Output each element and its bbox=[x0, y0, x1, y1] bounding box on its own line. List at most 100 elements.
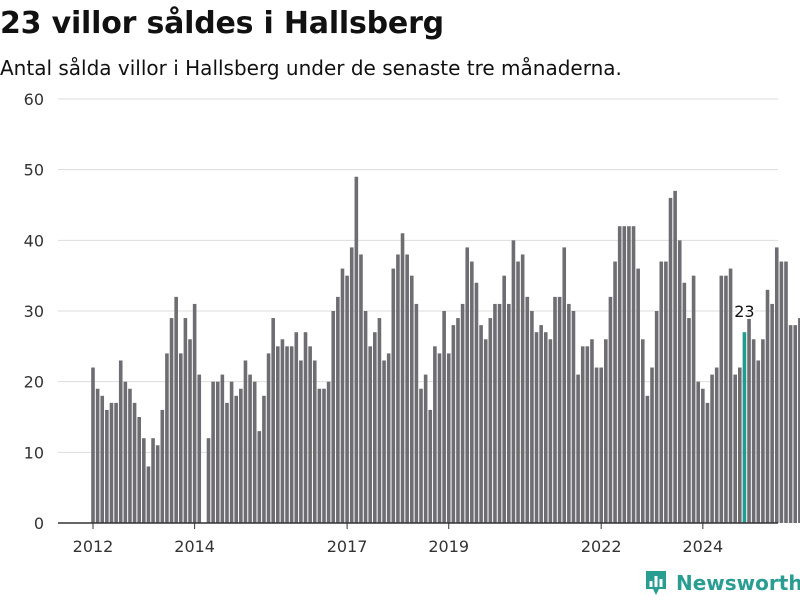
bar bbox=[451, 325, 456, 523]
bar-chart-pin-icon bbox=[646, 571, 666, 595]
bar bbox=[622, 226, 627, 523]
bar bbox=[687, 318, 691, 523]
x-tick-label: 2014 bbox=[174, 537, 215, 556]
bar bbox=[701, 388, 705, 523]
bar bbox=[580, 346, 585, 523]
bar bbox=[636, 268, 640, 523]
bar bbox=[562, 247, 567, 523]
bar bbox=[437, 353, 442, 523]
bar bbox=[234, 395, 239, 523]
chart-title: 23 villor såldes i Hallsberg bbox=[0, 6, 444, 41]
bar bbox=[322, 388, 326, 523]
bar bbox=[396, 254, 400, 523]
bar bbox=[446, 353, 451, 523]
bar bbox=[617, 226, 622, 523]
bar bbox=[109, 402, 114, 523]
bar bbox=[303, 332, 308, 523]
x-tick-label: 2022 bbox=[581, 537, 622, 556]
bar bbox=[146, 466, 151, 523]
bar bbox=[761, 339, 765, 523]
bar bbox=[650, 367, 654, 523]
bar bbox=[373, 332, 377, 523]
bar bbox=[576, 374, 580, 523]
bar bbox=[798, 318, 800, 523]
bar bbox=[677, 240, 682, 523]
bar bbox=[252, 381, 257, 523]
bar bbox=[95, 388, 100, 523]
bar bbox=[169, 318, 174, 523]
bar bbox=[553, 296, 557, 523]
bar bbox=[248, 374, 252, 523]
y-tick-label: 20 bbox=[24, 373, 44, 392]
bar bbox=[326, 381, 331, 523]
bar bbox=[391, 268, 396, 523]
bar bbox=[456, 318, 460, 523]
x-tick-label: 2024 bbox=[682, 537, 723, 556]
y-tick-label: 10 bbox=[24, 443, 44, 462]
y-tick-label: 60 bbox=[24, 90, 44, 109]
bar bbox=[493, 303, 497, 523]
chart-subtitle: Antal sålda villor i Hallsberg under de … bbox=[0, 56, 622, 80]
bar bbox=[682, 282, 687, 523]
bar bbox=[640, 339, 645, 523]
bar bbox=[419, 388, 423, 523]
bar bbox=[793, 325, 798, 523]
bar bbox=[91, 367, 95, 523]
bar bbox=[215, 381, 220, 523]
bar bbox=[382, 360, 386, 523]
x-tick-label: 2012 bbox=[73, 537, 114, 556]
bar bbox=[738, 367, 742, 523]
bar bbox=[756, 360, 761, 523]
bar bbox=[266, 353, 271, 523]
bar bbox=[317, 388, 322, 523]
bar bbox=[442, 311, 446, 523]
bar bbox=[571, 311, 576, 523]
bar bbox=[160, 409, 165, 523]
bar bbox=[557, 296, 562, 523]
bar bbox=[257, 431, 262, 523]
bar bbox=[340, 268, 345, 523]
bar bbox=[470, 261, 474, 523]
bar bbox=[239, 388, 243, 523]
bar bbox=[165, 353, 169, 523]
y-tick-label: 30 bbox=[24, 302, 44, 321]
bar bbox=[460, 303, 465, 523]
bar bbox=[312, 360, 317, 523]
bar bbox=[520, 254, 525, 523]
bar bbox=[331, 311, 336, 523]
bar bbox=[613, 261, 617, 523]
bar bbox=[673, 190, 677, 523]
bar bbox=[118, 360, 123, 523]
x-axis: 2012 2014 2017 2019 2022 2024 bbox=[58, 522, 778, 556]
y-tick-label: 50 bbox=[24, 161, 44, 180]
bar bbox=[409, 275, 414, 523]
bar bbox=[276, 346, 280, 523]
x-tick-label: 2019 bbox=[428, 537, 469, 556]
bar bbox=[502, 275, 506, 523]
bar bbox=[400, 233, 405, 523]
bar bbox=[433, 346, 437, 523]
bar bbox=[645, 395, 650, 523]
bar bbox=[488, 318, 493, 523]
bar bbox=[474, 282, 479, 523]
bar bbox=[594, 367, 599, 523]
bar bbox=[567, 303, 571, 523]
bar bbox=[710, 374, 714, 523]
bar bbox=[784, 261, 788, 523]
bar bbox=[336, 296, 340, 523]
bar bbox=[105, 409, 109, 523]
bars bbox=[91, 176, 800, 524]
bar bbox=[659, 261, 664, 523]
bar bbox=[345, 275, 349, 523]
bar bbox=[132, 402, 137, 523]
bar bbox=[534, 332, 539, 523]
bar bbox=[354, 176, 359, 524]
bar bbox=[599, 367, 603, 523]
bar-chart: 0 10 20 30 40 50 60 2012 2014 2017 2019 2022 2024 2… bbox=[24, 90, 800, 556]
bar bbox=[696, 381, 701, 523]
bar bbox=[585, 346, 590, 523]
bar bbox=[114, 402, 118, 523]
bar bbox=[770, 303, 774, 523]
bar bbox=[774, 247, 779, 523]
bar bbox=[423, 374, 428, 523]
